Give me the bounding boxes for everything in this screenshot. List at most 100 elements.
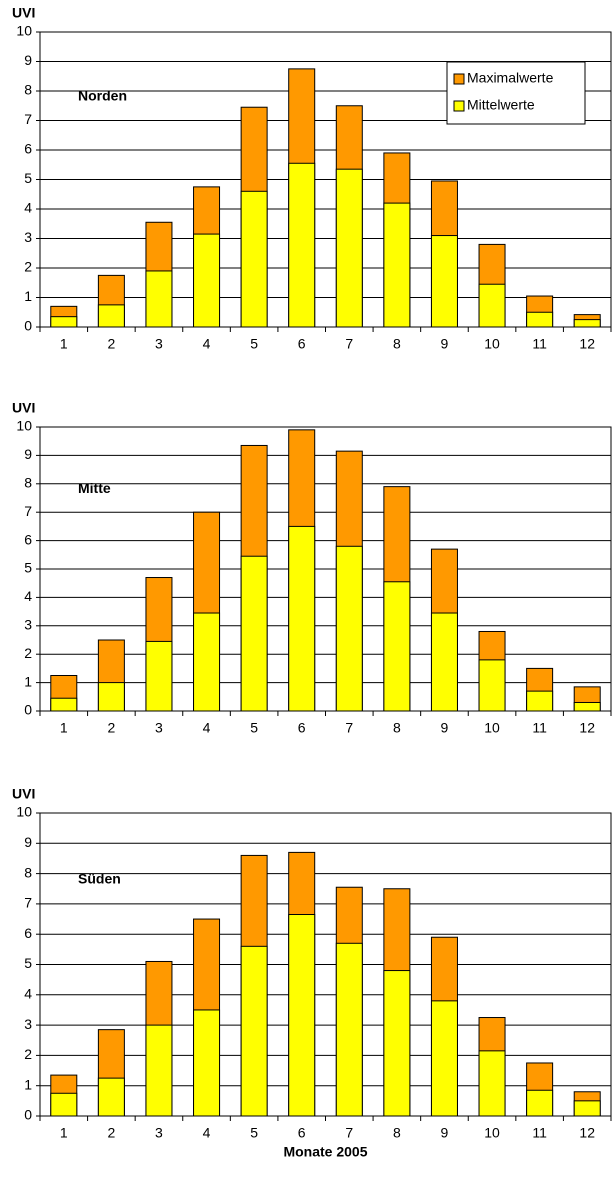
y-tick-label: 1 xyxy=(24,288,32,304)
x-tick-label: 10 xyxy=(484,336,500,352)
bar xyxy=(526,1089,554,1117)
bar xyxy=(478,1050,506,1117)
bar xyxy=(526,690,554,712)
x-tick-label: 9 xyxy=(441,720,449,736)
y-axis-label: UVI xyxy=(12,786,35,802)
bar xyxy=(335,168,363,328)
x-tick-label: 6 xyxy=(298,1125,306,1141)
bar xyxy=(288,162,316,328)
y-tick-label: 2 xyxy=(24,259,32,275)
y-tick-label: 5 xyxy=(24,170,32,186)
bar xyxy=(97,1077,125,1117)
x-tick-label: 7 xyxy=(345,720,353,736)
bar xyxy=(478,283,506,328)
x-tick-label: 4 xyxy=(203,1125,211,1141)
bar xyxy=(240,945,268,1117)
bar xyxy=(335,545,363,712)
y-tick-label: 8 xyxy=(24,82,32,98)
bar xyxy=(573,1100,601,1117)
x-tick-label: 5 xyxy=(250,336,258,352)
x-tick-label: 3 xyxy=(155,336,163,352)
region-label: Mitte xyxy=(78,480,111,496)
x-tick-label: 12 xyxy=(579,1125,595,1141)
region-label: Süden xyxy=(78,870,121,886)
y-tick-label: 9 xyxy=(24,834,32,850)
bar xyxy=(193,233,221,328)
x-tick-label: 1 xyxy=(60,1125,68,1141)
bar xyxy=(145,1024,173,1117)
y-tick-label: 0 xyxy=(24,1107,32,1123)
bar xyxy=(240,190,268,328)
y-tick-label: 10 xyxy=(16,418,32,434)
y-tick-label: 6 xyxy=(24,531,32,547)
y-tick-label: 7 xyxy=(24,895,32,911)
bar xyxy=(478,659,506,712)
x-tick-label: 1 xyxy=(60,336,68,352)
x-tick-label: 2 xyxy=(107,336,115,352)
x-tick-label: 11 xyxy=(532,336,547,352)
bar xyxy=(383,970,411,1117)
bar xyxy=(193,1009,221,1117)
x-tick-label: 8 xyxy=(393,1125,401,1141)
x-tick-label: 9 xyxy=(441,1125,449,1141)
y-tick-label: 10 xyxy=(16,804,32,820)
legend-label: Maximalwerte xyxy=(467,70,554,86)
legend-swatch xyxy=(453,73,465,85)
x-tick-label: 11 xyxy=(532,720,547,736)
bar xyxy=(335,942,363,1117)
x-tick-label: 7 xyxy=(345,1125,353,1141)
bar xyxy=(573,319,601,328)
bar xyxy=(383,202,411,328)
y-tick-label: 1 xyxy=(24,673,32,689)
x-tick-label: 7 xyxy=(345,336,353,352)
y-tick-label: 7 xyxy=(24,111,32,127)
bar xyxy=(50,697,78,712)
bar xyxy=(288,525,316,712)
y-tick-label: 3 xyxy=(24,617,32,633)
bar xyxy=(145,270,173,328)
y-tick-label: 9 xyxy=(24,446,32,462)
x-tick-label: 2 xyxy=(107,720,115,736)
y-tick-label: 5 xyxy=(24,955,32,971)
x-tick-label: 3 xyxy=(155,720,163,736)
bar xyxy=(50,316,78,328)
legend-box xyxy=(446,61,586,125)
y-tick-label: 8 xyxy=(24,864,32,880)
x-tick-label: 9 xyxy=(441,336,449,352)
x-tick-label: 2 xyxy=(107,1125,115,1141)
y-tick-label: 8 xyxy=(24,475,32,491)
y-tick-label: 1 xyxy=(24,1076,32,1092)
legend-label: Mittelwerte xyxy=(467,97,535,113)
x-tick-label: 11 xyxy=(532,1125,547,1141)
x-tick-label: 10 xyxy=(484,1125,500,1141)
y-tick-label: 7 xyxy=(24,503,32,519)
bar xyxy=(383,581,411,712)
bar xyxy=(430,612,458,712)
bar xyxy=(240,555,268,712)
x-axis-label: Monate 2005 xyxy=(283,1144,367,1160)
y-axis-label: UVI xyxy=(12,5,35,21)
y-axis-label: UVI xyxy=(12,400,35,416)
x-tick-label: 8 xyxy=(393,720,401,736)
y-tick-label: 4 xyxy=(24,986,32,1002)
bar xyxy=(288,914,316,1117)
x-tick-label: 3 xyxy=(155,1125,163,1141)
y-tick-label: 4 xyxy=(24,588,32,604)
legend-swatch xyxy=(453,100,465,112)
bar xyxy=(526,311,554,328)
y-tick-label: 6 xyxy=(24,141,32,157)
bar xyxy=(193,612,221,712)
y-tick-label: 5 xyxy=(24,560,32,576)
y-tick-label: 0 xyxy=(24,318,32,334)
y-tick-label: 10 xyxy=(16,23,32,39)
x-tick-label: 8 xyxy=(393,336,401,352)
x-tick-label: 6 xyxy=(298,720,306,736)
y-tick-label: 3 xyxy=(24,229,32,245)
x-tick-label: 10 xyxy=(484,720,500,736)
y-tick-label: 4 xyxy=(24,200,32,216)
bar xyxy=(97,682,125,712)
bar xyxy=(145,640,173,712)
x-tick-label: 6 xyxy=(298,336,306,352)
y-tick-label: 2 xyxy=(24,645,32,661)
